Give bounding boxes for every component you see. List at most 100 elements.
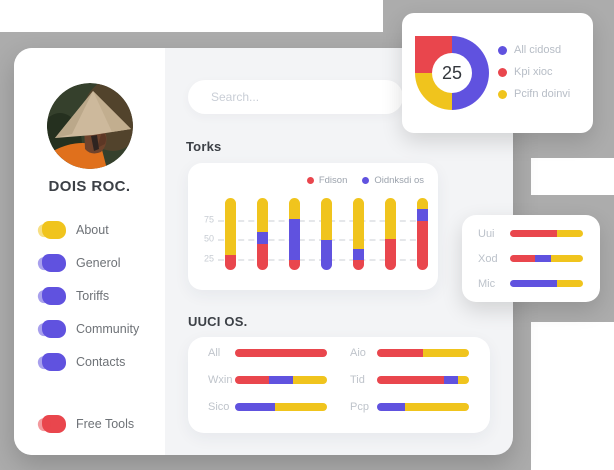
stat-label: Uui [478,227,495,240]
stacked-bar [353,198,364,270]
stat-label: All [208,347,221,359]
legend-dot-icon [498,89,507,99]
torks-bars [225,198,428,270]
menu-blob-icon [42,220,66,239]
stacked-bar [225,198,236,270]
stacked-bar [257,198,268,270]
bar-segment [417,198,428,210]
bar-segment [510,280,558,287]
stat-bar [235,349,327,357]
sidebar-item-toriffs[interactable]: Toriffs [14,279,165,312]
stat-label: Sico [208,401,230,413]
bar-segment [235,403,275,411]
bar-segment [289,218,300,261]
bar-segment [353,198,364,250]
profile-name: DOIS ROC. [48,178,131,195]
bar-segment [257,198,268,232]
stacked-bar [289,198,300,270]
uuci-col-1: All Wxin Sico [208,343,327,417]
bar-segment [274,403,327,411]
avatar-photo [46,83,133,169]
bar-segment [444,376,458,384]
torks-legend: Fdison Oidnksdi os [306,175,424,186]
torks-legend-item: Fdison [306,175,348,186]
bar-segment [235,349,327,357]
bar-segment [557,230,583,237]
bar-segment [377,376,445,384]
stat-row: Wxin [208,370,327,390]
menu-blob-icon [42,414,66,433]
sidebar-item-generol[interactable]: Generol [14,246,165,279]
bar-segment [257,231,268,244]
stat-bar [510,280,583,287]
white-notch-top [531,158,614,195]
sidebar-item-free-tools[interactable]: Free Tools [14,407,165,440]
sidebar-item-about[interactable]: About [14,213,165,246]
sidebar-item-label: Free Tools [76,416,135,431]
sidebar-menu: About Generol Toriffs Community Contacts [14,213,165,378]
bar-segment [225,198,236,255]
legend-dot-icon [362,177,370,184]
stat-label: Xod [478,252,498,265]
bar-segment [292,376,327,384]
torks-chart-card: Fdison Oidnksdi os 75 50 25 [188,163,438,290]
bar-segment [321,240,332,270]
uuci-title: UUCI OS. [188,314,248,329]
stat-row: Xod [478,246,600,271]
sidebar-item-contacts[interactable]: Contacts [14,345,165,378]
bar-segment [550,255,583,262]
white-notch-bottom [531,322,614,470]
donut-value: 25 [432,53,472,93]
bar-segment [457,376,469,384]
avatar[interactable] [46,83,133,169]
stat-label: Mic [478,277,496,290]
stat-row: Pcp [350,397,469,417]
y-axis-label: 75 [203,214,214,225]
sidebar-item-label: Community [76,321,140,336]
stat-row: Tid [350,370,469,390]
uuci-col-2: Aio Tid Pcp [350,343,469,417]
bar-segment [235,376,270,384]
stat-bar [235,376,327,384]
legend-label: Kpi xioc [514,66,553,78]
y-axis-label: 50 [203,233,214,244]
menu-blob-icon [42,286,66,305]
mini-stats-card: Uui Xod Mic [462,215,600,302]
bar-segment [404,403,469,411]
bar-segment [385,239,396,270]
stat-row: Mic [478,271,600,296]
stat-bar [377,349,469,357]
stacked-bar [417,198,428,270]
search-input[interactable] [188,80,403,114]
legend-label: Oidnksdi os [374,175,424,186]
bar-segment [353,260,364,270]
sidebar-item-label: Generol [76,255,121,270]
bar-segment [557,280,583,287]
legend-label: Pcifn doinvi [514,88,571,100]
bar-segment [269,376,293,384]
menu-blob-icon [42,352,66,371]
menu-blob-icon [42,253,66,272]
stat-bar [377,403,469,411]
bar-segment [510,255,535,262]
stat-row: Aio [350,343,469,363]
stacked-bar [321,198,332,270]
bar-segment [353,249,364,261]
legend-label: Fdison [318,175,348,186]
stat-bar [377,376,469,384]
stat-row: Sico [208,397,327,417]
stat-row: All [208,343,327,363]
sidebar: DOIS ROC. About Generol Toriffs Community Co… [14,48,165,455]
donut-chart: 25 [415,36,489,110]
stacked-bar [385,198,396,270]
bar-segment [321,198,332,241]
donut-legend-item: Kpi xioc [498,66,570,78]
sidebar-item-community[interactable]: Community [14,312,165,345]
bar-segment [225,254,236,270]
sidebar-item-label: Contacts [76,354,126,369]
bar-segment [385,198,396,240]
y-axis-label: 25 [203,253,214,263]
dashboard-card: DOIS ROC. About Generol Toriffs Community Co… [14,48,513,455]
